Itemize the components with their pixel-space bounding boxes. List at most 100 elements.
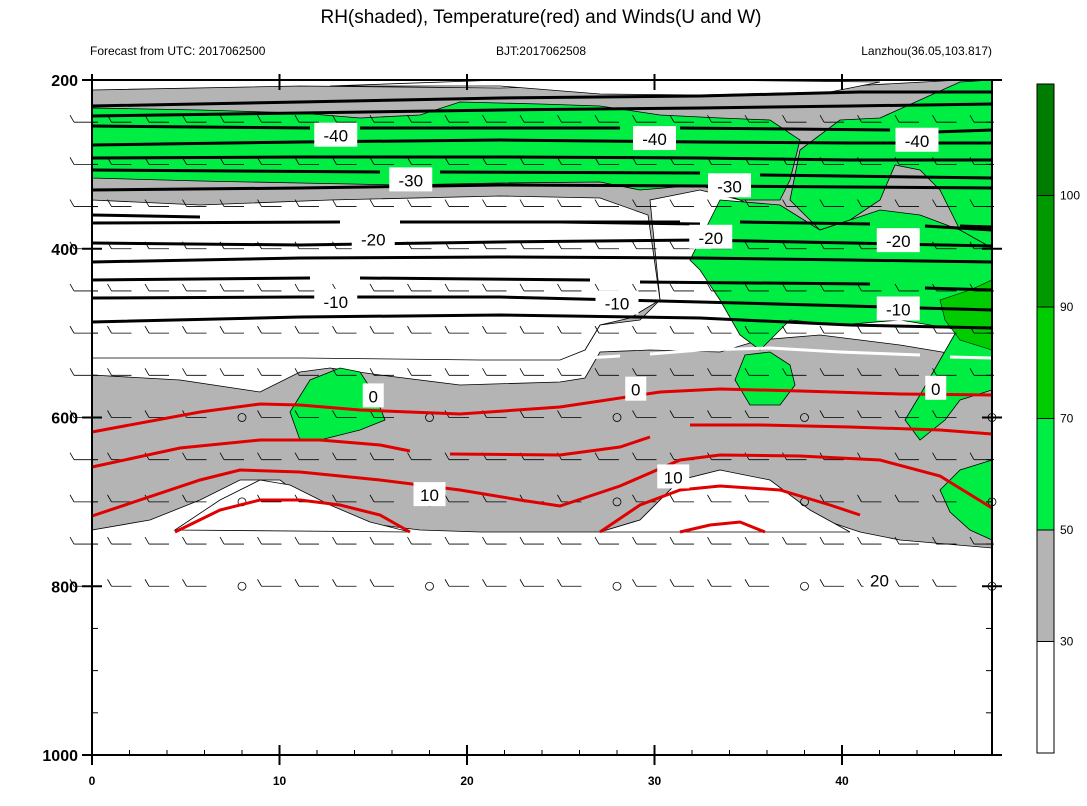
contour-label-box <box>925 375 947 400</box>
wind-barb-flag <box>294 325 300 334</box>
wind-barb-flag <box>332 114 337 123</box>
wind-barb-flag <box>182 452 187 460</box>
wind-barb-flag <box>519 579 525 587</box>
wind-barb-flag <box>969 114 975 123</box>
wind-barb-flag <box>594 199 600 207</box>
calm-wind-marker <box>612 413 622 422</box>
wind-barb-flag <box>407 157 412 165</box>
isotherm-10 <box>91 423 993 469</box>
isotherm-18 <box>599 484 861 534</box>
wind-barb-flag <box>294 157 300 165</box>
wind-barb-flag <box>632 368 637 376</box>
wind-barb-flag <box>557 114 562 123</box>
isotherm-zero-left <box>314 360 356 367</box>
wind-barb-flag <box>332 368 337 376</box>
wind-barb-flag <box>594 241 600 249</box>
wind-barb-flag <box>557 283 562 292</box>
wind-barb-flag <box>369 494 375 503</box>
rh-region-white-lower-left <box>173 479 411 533</box>
contour-label-box <box>351 226 395 251</box>
wind-barb-flag <box>669 536 675 545</box>
wind-barb-flag <box>482 536 487 545</box>
isotherm-minus-10 <box>91 276 993 292</box>
calm-wind-marker <box>800 581 809 591</box>
wind-barb-flag <box>632 579 637 587</box>
wind-barb-flag <box>257 283 262 292</box>
wind-barb-flag <box>932 368 937 376</box>
wind-barb-flag <box>594 452 600 460</box>
x-tick-label: 10 <box>273 774 287 788</box>
contour-label: 0 <box>631 381 640 400</box>
wind-barb-flag <box>669 452 675 460</box>
wind-barb-flag <box>707 325 712 334</box>
contour-label-box <box>876 228 920 253</box>
wind-barb-flag <box>744 410 750 418</box>
wind-barb-flag <box>707 410 712 418</box>
wind-barb-flag <box>782 114 787 123</box>
wind-barb-flag <box>294 114 300 123</box>
wind-barb-flag <box>744 494 750 503</box>
wind-barb-flag <box>669 410 675 418</box>
wind-barb-flag <box>257 536 262 545</box>
wind-barb-flag <box>632 452 637 460</box>
wind-barb-flag <box>782 368 787 376</box>
wind-barb-flag <box>407 325 412 334</box>
isotherm-20-right <box>679 520 766 534</box>
x-tick-label: 20 <box>460 774 474 788</box>
wind-barb-flag <box>857 368 862 376</box>
wind-barb-flag <box>219 452 225 460</box>
wind-barb-flag <box>257 368 262 376</box>
colorbar-label: 50 <box>1060 523 1074 537</box>
wind-barb-flag <box>182 283 187 292</box>
y-tick-label: 800 <box>51 579 78 596</box>
contour-label: -40 <box>323 127 348 146</box>
wind-barb-flag <box>932 536 937 545</box>
wind-barb-flag <box>894 452 900 460</box>
wind-barb-flag <box>369 157 375 165</box>
wind-barb-flag <box>669 579 675 587</box>
wind-barb-flag <box>669 241 675 249</box>
wind-barb-flag <box>969 199 975 207</box>
wind-barb-flag <box>894 494 900 503</box>
wind-barb-flag <box>182 199 187 207</box>
colorbar-swatch <box>1036 529 1055 642</box>
wind-barb-flag <box>594 325 600 334</box>
wind-barb-flag <box>219 325 225 334</box>
wind-barb-flag <box>594 114 600 123</box>
wind-barb-flag <box>482 114 487 123</box>
contour-label: 0 <box>931 380 940 399</box>
isotherm-minus-5 <box>91 313 993 330</box>
wind-barb-flag <box>257 410 262 418</box>
wind-barb-flag <box>369 283 375 292</box>
wind-barb-flag <box>707 283 712 292</box>
wind-barb-flag <box>932 494 937 503</box>
wind-barb-flag <box>69 410 75 418</box>
wind-barb-flag <box>857 410 862 418</box>
wind-barb-flag <box>932 410 937 418</box>
wind-barb-flag <box>444 114 450 123</box>
isotherm-minus-33 <box>91 168 993 180</box>
wind-barb-flag <box>819 283 825 292</box>
wind-barb-flag <box>107 410 112 418</box>
wind-barb-flag <box>69 199 75 207</box>
wind-barb-flag <box>894 579 900 587</box>
isotherm-minus-45 <box>91 90 992 108</box>
wind-barb-flag <box>669 114 675 123</box>
wind-barb-flag <box>519 114 525 123</box>
wind-barb-flag <box>932 579 937 587</box>
wind-barb-flag <box>857 536 862 545</box>
wind-barb-flag <box>444 452 450 460</box>
wind-barb-flag <box>932 452 937 460</box>
wind-barb-flag <box>632 283 637 292</box>
y-tick-label: 200 <box>51 73 78 90</box>
wind-barb-flag <box>594 536 600 545</box>
wind-barb-flag <box>294 410 300 418</box>
contour-label: -30 <box>398 171 423 190</box>
wind-barb-flag <box>744 325 750 334</box>
contour-label-box <box>657 464 690 489</box>
wind-barb-flag <box>407 114 412 123</box>
wind-barb-flag <box>557 410 562 418</box>
wind-barb-flag <box>69 241 75 249</box>
wind-barb-flag <box>107 368 112 376</box>
